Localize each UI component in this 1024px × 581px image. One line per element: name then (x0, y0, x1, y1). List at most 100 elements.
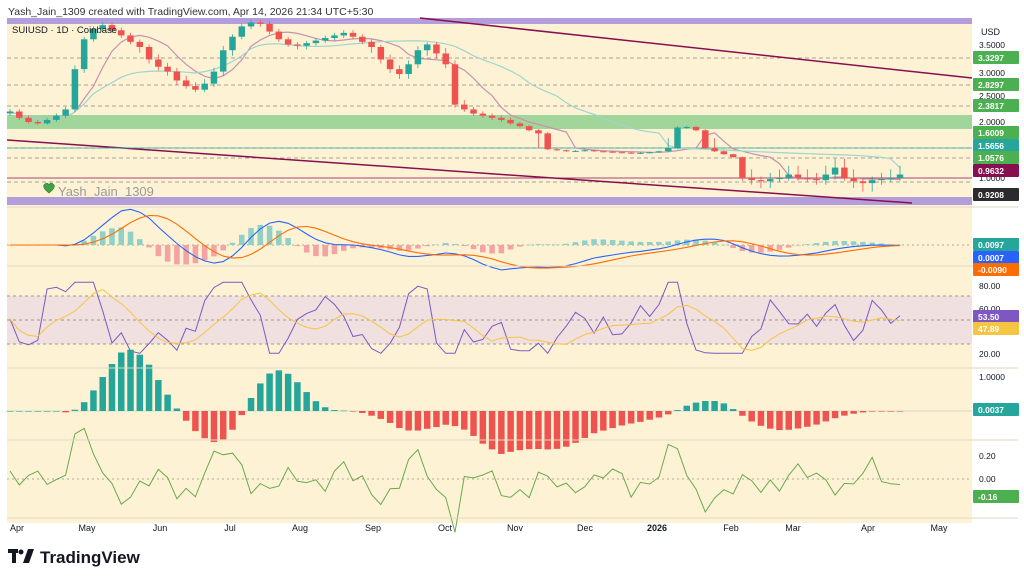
candle-body (627, 152, 635, 154)
macd-hist-bar (646, 242, 653, 245)
macd-hist-bar (415, 245, 421, 249)
histogram-bar (34, 411, 42, 412)
histogram-bar (368, 411, 375, 416)
macd-hist-bar (535, 244, 542, 245)
candle-body (535, 130, 542, 134)
macd-hist-bar (340, 245, 347, 251)
macd-hist-bar (174, 245, 180, 265)
macd-hist-bar (656, 241, 662, 245)
macd-hist-bar (276, 230, 282, 245)
purple-zone-bottom (7, 197, 972, 205)
histogram-bar (164, 394, 171, 411)
macd-hist-bar (368, 245, 375, 248)
time-tick: Nov (507, 523, 524, 533)
macd-hist-bar (628, 241, 634, 245)
candle-body (748, 178, 755, 181)
macd-hist-bar (823, 241, 829, 245)
candle-body (16, 111, 23, 118)
moving-average-line (9, 40, 901, 169)
tradingview-logo-icon (8, 548, 34, 568)
macd-hist-bar (721, 244, 727, 246)
histogram-bar (507, 411, 514, 452)
macd-label: -0.0090 (978, 265, 1007, 275)
histogram-bar (544, 411, 551, 450)
price-label: 3.3297 (978, 53, 1004, 63)
histogram-bar (90, 390, 97, 411)
candle-body (127, 35, 134, 42)
macd-hist-bar (544, 244, 551, 245)
candle-body (683, 126, 691, 128)
rsi-ma-line (9, 288, 901, 351)
macd-hist-bar (600, 239, 607, 245)
histogram-bar (850, 411, 857, 414)
lower-trendline (6, 139, 913, 204)
candle-body (479, 113, 487, 116)
symbol-label: SUIUSD · 1D · Coinbase (12, 25, 117, 36)
histogram-bar (396, 411, 403, 428)
tradingview-logo[interactable]: TradingView (8, 548, 140, 568)
histogram-bar (785, 411, 792, 430)
candle-body (396, 69, 403, 74)
macd-hist-bar (887, 244, 894, 245)
histogram-bar (127, 349, 134, 411)
histogram-bar (887, 411, 894, 412)
histogram-bar (386, 411, 394, 423)
rsi-label: 53.50 (978, 312, 1000, 322)
candle-body (164, 66, 171, 72)
candle-body (192, 86, 199, 90)
histogram-bar (25, 411, 32, 412)
histogram-bar (674, 410, 681, 411)
macd-hist-bar (313, 245, 319, 257)
histogram-bar (266, 373, 273, 411)
candle-body (581, 150, 589, 152)
macd-hist-bar (582, 240, 588, 245)
candle-body (674, 127, 681, 149)
rsi-label: 47.89 (978, 324, 1000, 334)
macd-hist-bar (572, 242, 579, 245)
candle-body (118, 30, 125, 36)
candle-body (609, 151, 616, 153)
rsi-panel (9, 281, 901, 355)
price-tick: 2.5000 (979, 91, 1005, 101)
macd-hist-bar (229, 242, 236, 245)
histogram-bar (173, 408, 181, 411)
price-label: 0.9632 (978, 166, 1004, 176)
histogram-bar (766, 411, 774, 429)
macd-line (10, 214, 901, 269)
histogram-bar (479, 411, 487, 444)
candle-body (664, 148, 672, 152)
histogram-bar (182, 411, 190, 421)
candle-body (470, 109, 477, 114)
histogram-bar (776, 411, 783, 431)
histogram-bar (609, 411, 616, 429)
currency-label: USD (981, 27, 1001, 37)
time-tick: May (78, 523, 96, 533)
histogram-bar (229, 411, 236, 430)
candle-body (544, 133, 551, 150)
histogram-bar (831, 411, 839, 419)
time-tick: Sep (365, 523, 381, 533)
macd-hist-bar (776, 245, 783, 250)
candle-body (646, 152, 653, 154)
macd-hist-bar (489, 245, 495, 254)
macd-hist-bar (860, 241, 866, 245)
price-label-bg (973, 126, 1019, 139)
macd-hist-bar (118, 227, 125, 245)
candle-body (757, 180, 765, 182)
histogram-bar (247, 398, 255, 411)
price-tick: 2.0000 (979, 117, 1005, 127)
candle-body (108, 25, 116, 31)
candle-body (266, 23, 273, 32)
candle-body (414, 50, 422, 65)
candle-body (331, 35, 338, 38)
candle-body (451, 64, 459, 105)
oscillator-line (9, 427, 901, 533)
macd-hist-bar (294, 245, 301, 247)
histogram-bar (637, 411, 644, 422)
time-tick: Dec (577, 523, 594, 533)
histogram-bar (331, 410, 338, 411)
upper-trendline (419, 17, 973, 79)
candle-body (841, 167, 848, 178)
histogram-bar (62, 411, 69, 413)
